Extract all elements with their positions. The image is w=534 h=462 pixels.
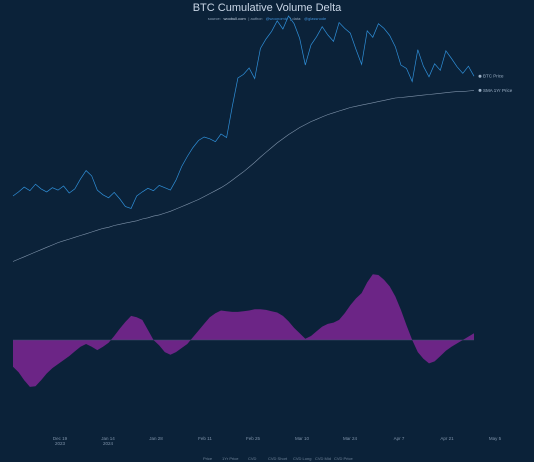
x-tick-label: Dec 19 2023 [53,436,68,446]
x-tick-label: Feb 11 [198,436,212,441]
chart-title: BTC Cumulative Volume Delta [193,2,342,14]
series-markers-layer: BTC Price SMA 1Yr Price [478,74,513,93]
legend-item: CVD Long [293,456,311,461]
price-end-label: BTC Price [483,74,504,79]
x-tick-label: Jan 28 [149,436,163,441]
x-tick-label: Mar 24 [343,436,358,441]
sma-line-layer [12,90,475,262]
legend-item: CVD Mid [315,456,331,461]
x-tick-label: May 5 [489,436,502,441]
legend-item: CVD Price [334,456,353,461]
legend-item: Price [203,456,213,461]
cvd-area [13,274,474,387]
x-tick-label: Jan 14 2024 [101,436,115,446]
price-line [12,15,475,209]
chart-subtitle: source: woobull.com | author: @woonomic … [208,16,327,21]
x-tick-label: Apr 7 [394,436,405,441]
x-tick-label: Apr 21 [440,436,454,441]
x-axis-ticks: Dec 19 2023 Jan 14 2024 Jan 28 Feb 11 Feb 25 Ma… [53,436,502,446]
legend-item: CVD Short [268,456,288,461]
price-line-layer [12,15,475,209]
x-tick-label: Feb 25 [246,436,261,441]
x-tick-label: Mar 10 [295,436,310,441]
sma-end-marker [478,88,482,92]
legend-item: CVD [248,456,257,461]
cvd-area-layer [13,274,474,387]
legend-item: 1Yr Price [222,456,239,461]
legend: Price 1Yr Price CVD CVD Short CVD Long CVD Mi… [203,456,353,461]
sma-end-label: SMA 1Yr Price [483,88,513,93]
price-end-marker [478,74,482,78]
sma-line [12,90,475,262]
